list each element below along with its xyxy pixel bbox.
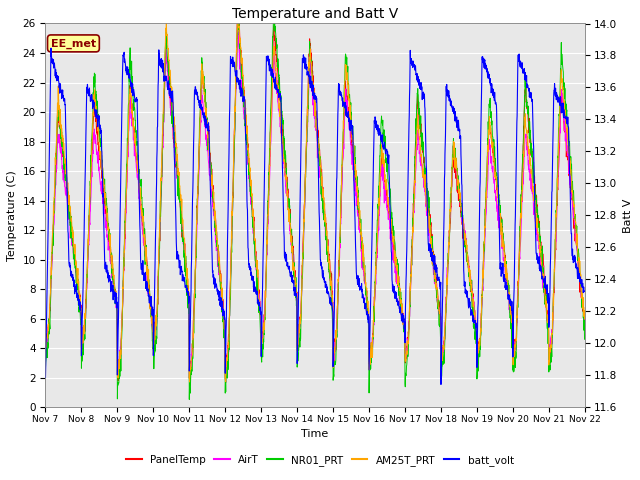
Title: Temperature and Batt V: Temperature and Batt V xyxy=(232,7,398,21)
X-axis label: Time: Time xyxy=(301,430,328,440)
Text: EE_met: EE_met xyxy=(51,38,96,48)
Y-axis label: Batt V: Batt V xyxy=(623,198,633,233)
Legend: PanelTemp, AirT, NR01_PRT, AM25T_PRT, batt_volt: PanelTemp, AirT, NR01_PRT, AM25T_PRT, ba… xyxy=(122,451,518,470)
Y-axis label: Temperature (C): Temperature (C) xyxy=(7,170,17,261)
